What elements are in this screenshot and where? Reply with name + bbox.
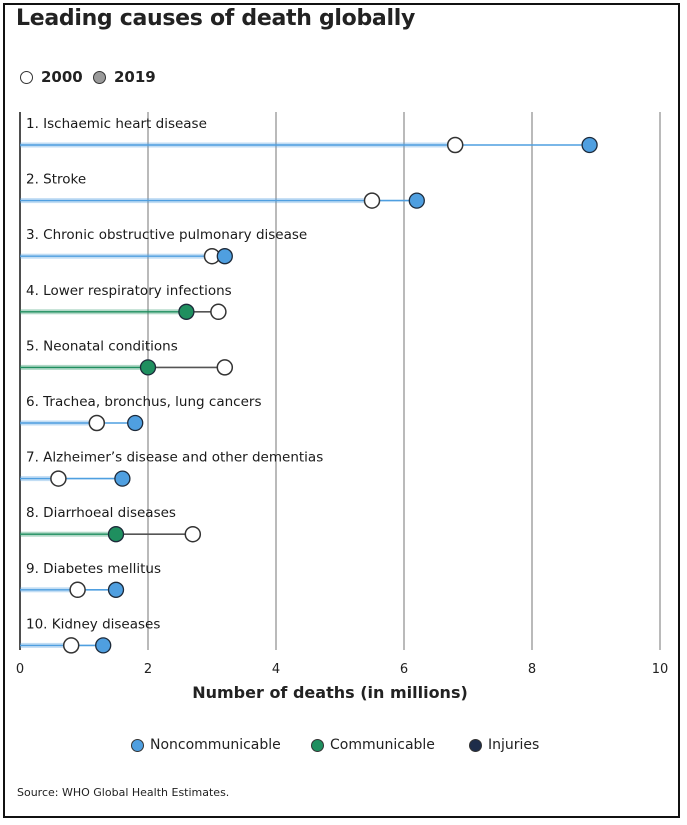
marker-2000 — [50, 470, 67, 487]
legend-communicable: Communicable — [311, 734, 435, 756]
marker-2000 — [363, 192, 381, 209]
category-label: 7. Alzheimer’s disease and other dementi… — [26, 450, 323, 466]
marker-2019 — [216, 248, 233, 265]
chart-row: 6. Trachea, bronchus, lung cancers — [20, 394, 261, 432]
year-key-2000-label: 2000 — [41, 68, 83, 86]
year-key-2019: 2019 — [93, 66, 156, 88]
filled-circle-icon — [93, 70, 106, 84]
category-label: 9. Diabetes mellitus — [26, 561, 161, 577]
marker-2000 — [62, 637, 80, 654]
x-tick-label: 8 — [528, 662, 536, 677]
injuries-swatch-icon — [469, 738, 482, 752]
marker-2019 — [95, 637, 112, 654]
marker-2019 — [178, 303, 195, 320]
x-axis-label: Number of deaths (in millions) — [192, 683, 468, 702]
marker-2000 — [184, 525, 202, 543]
x-tick-label: 6 — [400, 662, 408, 677]
marker-2000 — [446, 136, 464, 154]
marker-2019 — [139, 359, 157, 376]
chart-title: Leading causes of death globally — [16, 6, 415, 31]
hollow-circle-icon — [20, 70, 33, 84]
category-label: 3. Chronic obstructive pulmonary disease — [26, 227, 307, 243]
marker-2019 — [107, 581, 125, 598]
marker-2019 — [408, 192, 425, 209]
marker-2000 — [216, 359, 234, 376]
year-key-2019-label: 2019 — [114, 68, 156, 86]
category-label: 6. Trachea, bronchus, lung cancers — [26, 394, 261, 410]
marker-2019 — [581, 136, 598, 154]
chart-row: 10. Kidney diseases — [20, 616, 160, 654]
grid-layer — [19, 112, 661, 650]
source-note: Source: WHO Global Health Estimates. — [17, 786, 230, 799]
x-tick-label: 0 — [16, 662, 24, 677]
legend-communicable-label: Communicable — [330, 737, 435, 753]
category-label: 8. Diarrhoeal diseases — [26, 505, 176, 521]
x-tick-label: 2 — [144, 662, 152, 677]
marker-2019 — [127, 414, 144, 432]
chart-row: 8. Diarrhoeal diseases — [20, 505, 202, 543]
marker-2000 — [88, 414, 106, 432]
chart-row: 1. Ischaemic heart disease — [20, 116, 598, 154]
legend-injuries-label: Injuries — [488, 737, 540, 753]
category-label: 2. Stroke — [26, 172, 86, 188]
category-label: 1. Ischaemic heart disease — [26, 116, 207, 132]
chart-frame — [3, 3, 680, 818]
marker-2000 — [69, 581, 86, 599]
marker-2019 — [114, 470, 131, 487]
marker-2000 — [210, 303, 227, 321]
category-label: 5. Neonatal conditions — [26, 338, 178, 354]
legend-injuries: Injuries — [469, 734, 539, 756]
chart-row: 2. Stroke — [20, 172, 425, 209]
category-label: 4. Lower respiratory infections — [26, 283, 232, 299]
year-key-2000: 2000 — [20, 66, 83, 88]
x-tick-label: 10 — [652, 662, 669, 677]
chart-row: 7. Alzheimer’s disease and other dementi… — [20, 450, 323, 487]
legend-noncommunicable-label: Noncommunicable — [150, 737, 281, 753]
noncommunicable-swatch-icon — [131, 738, 144, 752]
chart-row: 3. Chronic obstructive pulmonary disease — [20, 227, 307, 265]
category-label: 10. Kidney diseases — [26, 616, 160, 632]
chart-row: 9. Diabetes mellitus — [20, 561, 161, 599]
legend-noncommunicable: Noncommunicable — [131, 734, 281, 756]
x-tick-label: 4 — [272, 662, 280, 677]
x-axis-ticks: 0 2 4 6 8 10 — [16, 662, 668, 677]
chart-row: 4. Lower respiratory infections — [20, 283, 232, 321]
communicable-swatch-icon — [311, 738, 324, 752]
rows-layer: 1. Ischaemic heart disease 2. Stroke 3. Ch… — [20, 116, 598, 654]
chart-row: 5. Neonatal conditions — [20, 338, 234, 376]
marker-2019 — [107, 526, 125, 543]
